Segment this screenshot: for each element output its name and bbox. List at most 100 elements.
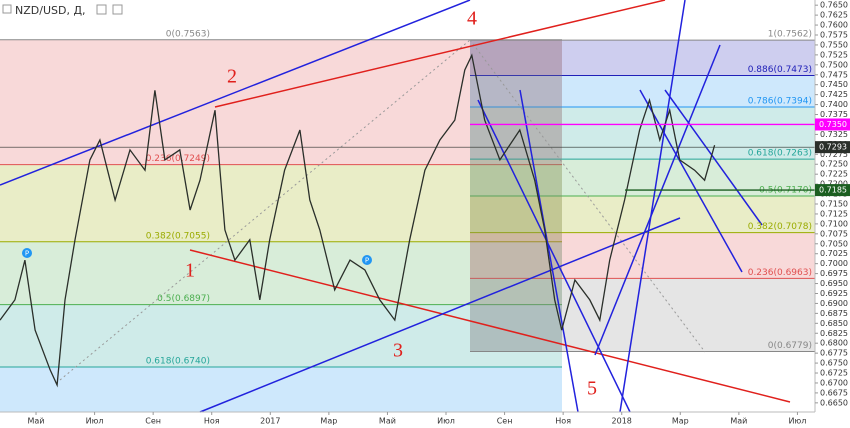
y-tick-label: 0.6750 xyxy=(820,359,848,368)
y-tick-label: 0.6900 xyxy=(820,299,848,308)
y-tick-label: 0.6775 xyxy=(820,349,848,358)
x-tick-label: Май xyxy=(379,417,396,426)
icon[interactable] xyxy=(2,4,12,14)
y-tick-label: 0.6650 xyxy=(820,398,848,407)
y-tick-label: 0.6850 xyxy=(820,319,848,328)
fib-label: 0.236(0.7249) xyxy=(146,154,210,164)
fib-label: 0(0.6779) xyxy=(768,341,812,351)
y-tick-label: 0.6975 xyxy=(820,269,848,278)
fib-label: 0.382(0.7078) xyxy=(748,222,812,232)
wave-label: 2 xyxy=(227,66,237,88)
y-tick-label: 0.6875 xyxy=(820,309,848,318)
y-tick-label: 0.7650 xyxy=(820,1,848,10)
x-tick-label: Ноя xyxy=(555,417,571,426)
y-tick-label: 0.6675 xyxy=(820,388,848,397)
y-tick-label: 0.7150 xyxy=(820,200,848,209)
y-tick-label: 0.7550 xyxy=(820,40,848,49)
y-tick-label: 0.7075 xyxy=(820,229,848,238)
y-tick-label: 0.7400 xyxy=(820,100,848,109)
plot: 0(0.7563) 0.236(0.7249) 0.382(0.7055) 0.5(0… xyxy=(0,8,815,400)
event-marker-label: P xyxy=(25,250,29,258)
wave-label: 3 xyxy=(393,340,403,362)
y-tick-label: 0.7050 xyxy=(820,239,848,248)
y-tick-label: 0.6825 xyxy=(820,329,848,338)
y-tick-label: 0.6725 xyxy=(820,369,848,378)
channel-line xyxy=(214,0,666,108)
fib-label: 0.786(0.7394) xyxy=(748,96,812,106)
fib-band xyxy=(470,40,815,76)
event-marker xyxy=(362,255,372,265)
channel-line xyxy=(519,89,579,413)
y-tick-label: 0.7325 xyxy=(820,130,848,139)
fib-band xyxy=(0,164,562,242)
x-tick-label: Июл xyxy=(789,417,807,426)
y-tick-label: 0.6950 xyxy=(820,279,848,288)
y-tick-label: 0.7375 xyxy=(820,110,848,119)
x-tick-label: Июл xyxy=(86,417,104,426)
channel-line xyxy=(189,249,791,403)
y-tick-label: 0.7575 xyxy=(820,30,848,39)
fib-label: 0(0.7563) xyxy=(166,29,210,39)
y-tick-label: 0.7225 xyxy=(820,170,848,179)
channel-line xyxy=(199,217,681,413)
y-tick-label: 0.7525 xyxy=(820,50,848,59)
y-tick-label: 0.6700 xyxy=(820,378,848,387)
fib-band xyxy=(0,304,562,368)
y-tick-label: 0.7125 xyxy=(820,209,848,218)
fib-diagonal xyxy=(469,39,706,353)
x-tick-label: Июл xyxy=(437,417,455,426)
price-label-box xyxy=(815,141,850,154)
event-marker-label: P xyxy=(365,257,369,265)
wave-label: 4 xyxy=(467,8,477,30)
fib-label: 0.618(0.6740) xyxy=(146,357,210,367)
x-tick-label: Мар xyxy=(320,417,337,426)
wave-label: 1 xyxy=(185,260,195,282)
fib-label: 0.618(0.7263) xyxy=(748,149,812,159)
trend-lines xyxy=(0,0,791,413)
fib-label: 0.236(0.6963) xyxy=(748,268,812,278)
y-tick-label: 0.7600 xyxy=(820,21,848,30)
icon[interactable] xyxy=(112,4,123,15)
y-tick-label: 0.7475 xyxy=(820,70,848,79)
fib-label: 1(0.7562) xyxy=(768,30,812,40)
y-tick-label: 0.7250 xyxy=(820,160,848,169)
channel-line xyxy=(0,0,471,186)
y-tick-label: 0.7450 xyxy=(820,80,848,89)
toolbar-icons[interactable] xyxy=(2,4,123,15)
fib-band xyxy=(470,75,815,107)
fib-band xyxy=(0,39,562,165)
price-label: 0.7293 xyxy=(819,143,847,152)
y-tick-label: 0.7425 xyxy=(820,90,848,99)
x-tick-label: 2017 xyxy=(260,417,280,426)
time-box xyxy=(470,40,562,352)
fib-label: 0.382(0.7055) xyxy=(146,231,210,241)
channel-line xyxy=(639,89,743,273)
price-label: 0.7185 xyxy=(819,186,847,195)
y-tick-label: 0.6925 xyxy=(820,289,848,298)
x-tick-label: 2018 xyxy=(612,417,632,426)
fib-label: 0.886(0.7473) xyxy=(748,65,812,75)
channel-line xyxy=(664,89,763,226)
x-tick-label: Ноя xyxy=(204,417,220,426)
event-marker xyxy=(22,248,32,258)
y-tick-label: 0.6800 xyxy=(820,339,848,348)
price-label-box xyxy=(815,184,850,197)
fib-band xyxy=(0,367,562,412)
x-tick-label: Мар xyxy=(672,417,689,426)
price-label: 0.7350 xyxy=(819,120,847,129)
price-line xyxy=(0,53,716,388)
fib-bands xyxy=(0,39,815,412)
y-tick-label: 0.7000 xyxy=(820,259,848,268)
x-tick-label: Май xyxy=(730,417,747,426)
icon[interactable] xyxy=(96,4,107,15)
y-tick-label: 0.7100 xyxy=(820,219,848,228)
channel-line xyxy=(477,99,631,413)
y-tick-label: 0.7625 xyxy=(820,11,848,20)
x-tick-label: Сен xyxy=(145,417,161,426)
y-tick-label: 0.7275 xyxy=(820,150,848,159)
fib-band xyxy=(470,278,815,352)
fib-label: 0.5(0.6897) xyxy=(157,294,210,304)
x-tick-label: Май xyxy=(28,417,45,426)
fib-diagonal xyxy=(59,39,471,381)
